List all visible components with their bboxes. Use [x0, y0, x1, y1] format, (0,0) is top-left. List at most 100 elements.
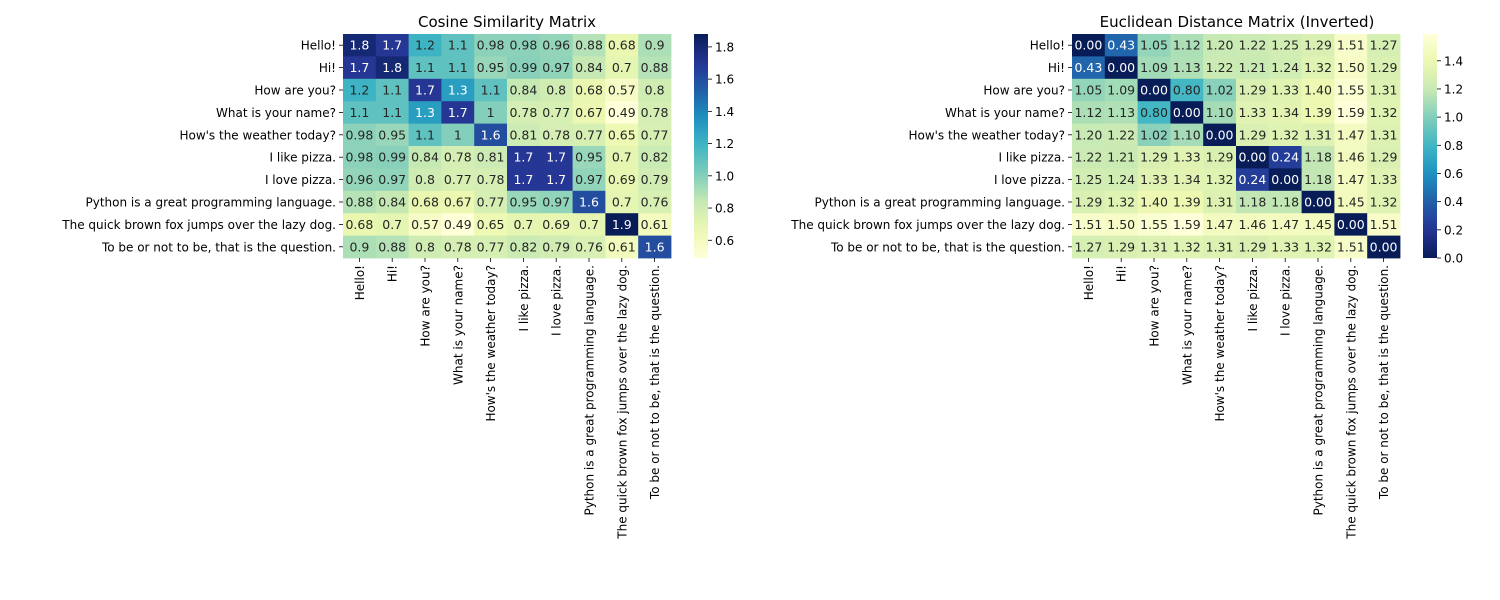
- cosine-cell: [507, 213, 541, 236]
- euclidean-colorbar-tick-label: 0.2: [1444, 223, 1463, 237]
- cosine-cell: [572, 235, 606, 259]
- euclidean-cell-value: 0.43: [1074, 60, 1102, 75]
- cosine-cell-value: 0.78: [509, 105, 537, 120]
- euclidean-cell-value: 1.45: [1304, 217, 1332, 232]
- cosine-cell: [343, 190, 377, 214]
- euclidean-cell: [1268, 123, 1302, 147]
- euclidean-cell-value: 1.09: [1107, 83, 1135, 98]
- cosine-cell-value: 0.97: [542, 60, 570, 75]
- cosine-cell-value: 0.9: [349, 239, 369, 254]
- euclidean-cell: [1301, 56, 1335, 80]
- cosine-colorbar-tick-label: 1.4: [715, 105, 734, 119]
- euclidean-cell-value: 1.29: [1238, 239, 1266, 254]
- cosine-cell-value: 0.78: [641, 105, 669, 120]
- cosine-heatmap-title: Cosine Similarity Matrix: [418, 13, 596, 31]
- euclidean-cell: [1104, 56, 1138, 80]
- cosine-cell-value: 1.8: [349, 38, 369, 53]
- cosine-cell-value: 0.82: [509, 239, 537, 254]
- euclidean-cell: [1203, 168, 1237, 192]
- euclidean-cell: [1203, 213, 1237, 236]
- euclidean-cell-value: 0.80: [1173, 83, 1201, 98]
- cosine-cell: [572, 78, 606, 102]
- cosine-cell: [375, 101, 409, 124]
- euclidean-cell: [1367, 34, 1401, 57]
- cosine-cell-value: 0.99: [509, 60, 537, 75]
- euclidean-cell: [1268, 235, 1302, 259]
- cosine-cell-value: 0.79: [542, 239, 570, 254]
- cosine-cell-value: 1.1: [415, 60, 435, 75]
- euclidean-row-label-the-quick-brown-fox-jumps-over-the-lazy-dog: The quick brown fox jumps over the lazy …: [790, 218, 1065, 232]
- euclidean-cell: [1203, 146, 1237, 169]
- cosine-cell: [408, 213, 442, 236]
- euclidean-cell: [1104, 213, 1138, 236]
- cosine-cell-value: 0.81: [509, 127, 537, 142]
- cosine-cell: [605, 101, 639, 124]
- cosine-cell: [507, 146, 541, 169]
- euclidean-cell-value: 1.33: [1370, 172, 1398, 187]
- euclidean-cell: [1236, 78, 1270, 102]
- cosine-cell-value: 0.97: [378, 172, 406, 187]
- euclidean-cell-value: 1.59: [1337, 105, 1365, 120]
- cosine-colorbar-tick-label: 0.6: [715, 234, 734, 248]
- euclidean-cell: [1301, 34, 1335, 57]
- cosine-cell: [638, 78, 672, 102]
- cosine-cell: [408, 168, 442, 192]
- euclidean-cell: [1203, 101, 1237, 124]
- cosine-cell: [474, 190, 508, 214]
- cosine-cell-value: 0.77: [477, 195, 505, 210]
- cosine-cell: [572, 168, 606, 192]
- cosine-cell-value: 1.6: [481, 127, 501, 142]
- cosine-cell-value: 0.7: [579, 217, 599, 232]
- euclidean-col-label-to-be-or-not-to-be-that-is-the-question: To be or not to be, that is the question…: [1377, 265, 1391, 500]
- euclidean-cell-value: 1.50: [1107, 217, 1135, 232]
- cosine-cell-value: 1: [487, 105, 495, 120]
- euclidean-cell: [1367, 123, 1401, 147]
- cosine-col-label-how-s-the-weather-today: How's the weather today?: [484, 265, 498, 422]
- euclidean-cell-value: 1.29: [1074, 195, 1102, 210]
- euclidean-cell-value: 1.31: [1304, 127, 1332, 142]
- cosine-cell: [343, 213, 377, 236]
- euclidean-cell-value: 1.22: [1206, 60, 1234, 75]
- euclidean-cell-value: 0.00: [1238, 150, 1266, 165]
- cosine-cell-value: 1.2: [349, 83, 369, 98]
- euclidean-cell-value: 1.55: [1337, 83, 1365, 98]
- cosine-colorbar-tick-label: 0.8: [715, 202, 734, 216]
- cosine-cell: [474, 235, 508, 259]
- cosine-cell: [539, 34, 573, 57]
- cosine-cell-value: 0.7: [612, 150, 632, 165]
- euclidean-cell-value: 1.29: [1140, 150, 1168, 165]
- euclidean-cell: [1236, 123, 1270, 147]
- euclidean-cell: [1268, 146, 1302, 169]
- euclidean-cell: [1072, 123, 1106, 147]
- cosine-cell: [507, 235, 541, 259]
- euclidean-cell: [1137, 235, 1171, 259]
- euclidean-col-label-python-is-a-great-programming-language: Python is a great programming language.: [1312, 265, 1326, 516]
- cosine-cell-value: 0.68: [345, 217, 373, 232]
- euclidean-cell: [1072, 56, 1106, 80]
- cosine-cell: [343, 146, 377, 169]
- euclidean-cell: [1072, 146, 1106, 169]
- euclidean-row-label-how-s-the-weather-today: How's the weather today?: [908, 128, 1065, 142]
- cosine-cell-value: 0.95: [509, 195, 537, 210]
- euclidean-cell: [1170, 78, 1204, 102]
- cosine-cell: [638, 146, 672, 169]
- euclidean-cell-value: 1.55: [1140, 217, 1168, 232]
- euclidean-cell: [1301, 101, 1335, 124]
- euclidean-cell: [1170, 213, 1204, 236]
- cosine-cell: [375, 190, 409, 214]
- euclidean-column-labels: Hello! Hi! How are you? What is your name? H…: [1082, 258, 1391, 540]
- cosine-cell-value: 0.77: [444, 172, 472, 187]
- cosine-cell-value: 0.97: [542, 195, 570, 210]
- euclidean-cell: [1334, 78, 1368, 102]
- cosine-cell-value: 0.68: [608, 38, 636, 53]
- euclidean-cell: [1334, 235, 1368, 259]
- euclidean-cell: [1367, 213, 1401, 236]
- cosine-cell-value: 0.98: [345, 150, 373, 165]
- euclidean-cell: [1203, 34, 1237, 57]
- cosine-cell: [572, 123, 606, 147]
- euclidean-cell: [1236, 56, 1270, 80]
- cosine-cell: [343, 168, 377, 192]
- cosine-cell: [605, 146, 639, 169]
- cosine-row-label-the-quick-brown-fox-jumps-over-the-lazy-dog: The quick brown fox jumps over the lazy …: [61, 218, 336, 232]
- euclidean-heatmap-cells: 0.00 0.43 1.05 1.12 1.20 1.22 1.25 1.29 1.51 1.27…: [1072, 34, 1401, 259]
